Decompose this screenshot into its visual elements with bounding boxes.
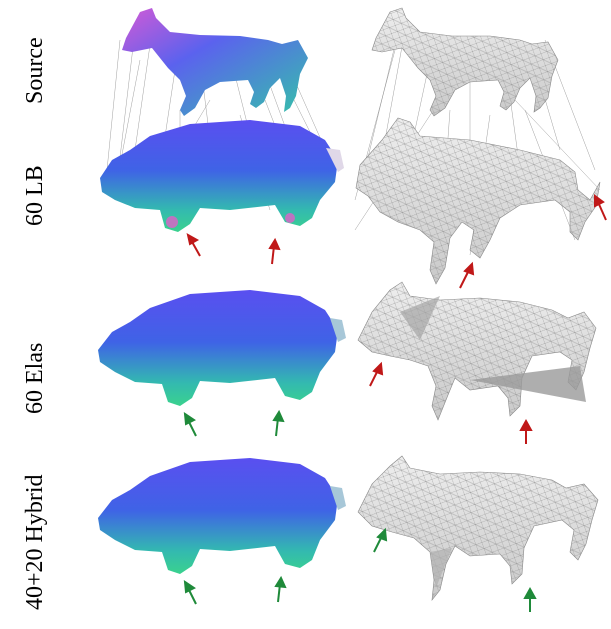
arrow-green-5 [373, 527, 388, 553]
row-label-60-lb: 60 LB [22, 165, 48, 226]
source-horse-colored [122, 8, 308, 116]
row-label-hybrid: 40+20 Hybrid [22, 474, 48, 610]
arrow-red-2 [268, 237, 281, 265]
horse-60-elas-mesh [357, 281, 597, 421]
arrow-green-1 [183, 411, 197, 437]
arrow-green-4 [274, 575, 287, 603]
hippo-60-elas [98, 290, 346, 406]
row-label-source: Source [22, 37, 48, 104]
arrow-red-4 [594, 194, 607, 221]
arrow-green-6 [523, 586, 537, 612]
arrow-green-2 [272, 409, 285, 437]
arrow-red-3 [459, 261, 475, 289]
arrow-green-3 [183, 579, 197, 605]
row-label-60-elas: 60 Elas [22, 342, 48, 414]
arrow-red-6 [519, 418, 533, 444]
hippo-hybrid [98, 458, 346, 574]
horse-60-lb-mesh [355, 117, 601, 285]
horse-hybrid-mesh [357, 455, 599, 601]
hippo-60-lb [100, 120, 344, 232]
arrow-red-5 [369, 361, 384, 387]
arrow-red-1 [186, 233, 201, 257]
source-horse-mesh [371, 7, 559, 117]
